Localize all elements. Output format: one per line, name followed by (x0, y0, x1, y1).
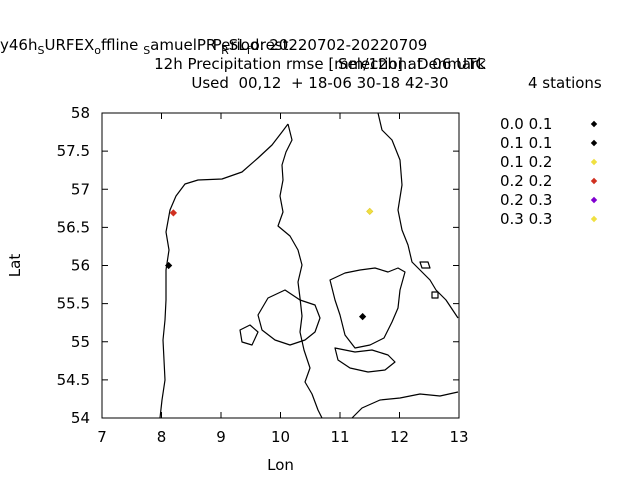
data-point (358, 312, 367, 321)
y-tick-label: 58 (71, 104, 90, 122)
x-tick-label: 9 (216, 428, 226, 446)
coastline-map (159, 112, 459, 419)
legend-marker (590, 120, 598, 128)
legend-label: 0.1 0.1 (500, 134, 552, 152)
y-tick-label: 55.5 (57, 295, 90, 313)
y-tick-label: 54.5 (57, 371, 90, 389)
title-row-1: y46hSURFEXoffline SamuelPR RSLforest Sel… (0, 17, 640, 93)
x-tick-label: 11 (330, 428, 349, 446)
y-tick-label: 57.5 (57, 142, 90, 160)
legend-marker (590, 139, 598, 147)
x-tick-label: 8 (157, 428, 167, 446)
used-text: Used 00,12 + 18-06 30-18 42-30 (191, 74, 449, 92)
y-tick-label: 56.5 (57, 218, 90, 236)
x-tick-label: 10 (271, 428, 290, 446)
y-tick-label: 55 (71, 333, 90, 351)
stations-count: 4 stations (528, 74, 602, 92)
legend-marker (590, 196, 598, 204)
x-axis-label: Lon (267, 456, 294, 474)
run-name: y46hSURFEXoffline SamuelPR RSLforest (0, 36, 289, 57)
legend: 0.0 0.10.1 0.10.1 0.20.2 0.20.2 0.30.3 0… (500, 115, 598, 228)
y-tick-label: 54 (71, 409, 90, 427)
period-text: Period: 20220702-20220709 (212, 36, 428, 54)
legend-label: 0.1 0.2 (500, 153, 552, 171)
legend-marker (590, 215, 598, 223)
data-point (165, 261, 173, 270)
legend-label: 0.2 0.2 (500, 172, 552, 190)
data-point (169, 209, 178, 217)
x-tick-label: 13 (449, 428, 468, 446)
legend-label: 0.2 0.3 (500, 191, 552, 209)
x-tick-label: 12 (390, 428, 409, 446)
legend-marker (590, 177, 598, 185)
data-point (366, 207, 374, 215)
plot-axes: 7 8 9 10 11 12 13 54 54.5 55 55.5 56 56.5 57 57.5 58 Lon… (6, 104, 469, 474)
y-tick-label: 56 (71, 257, 90, 275)
legend-marker (590, 158, 598, 166)
subtitle-text: 12h Precipitation rmse [mm/12h] at 06 UT… (154, 55, 486, 73)
y-axis-label: Lat (6, 254, 24, 278)
selection-text: Selection: Denmark (338, 55, 486, 73)
y-tick-label: 57 (71, 180, 90, 198)
legend-label: 0.3 0.3 (500, 210, 552, 228)
legend-label: 0.0 0.1 (500, 115, 552, 133)
plot-frame (101, 112, 460, 419)
data-points (165, 207, 374, 321)
x-tick-label: 7 (97, 428, 107, 446)
